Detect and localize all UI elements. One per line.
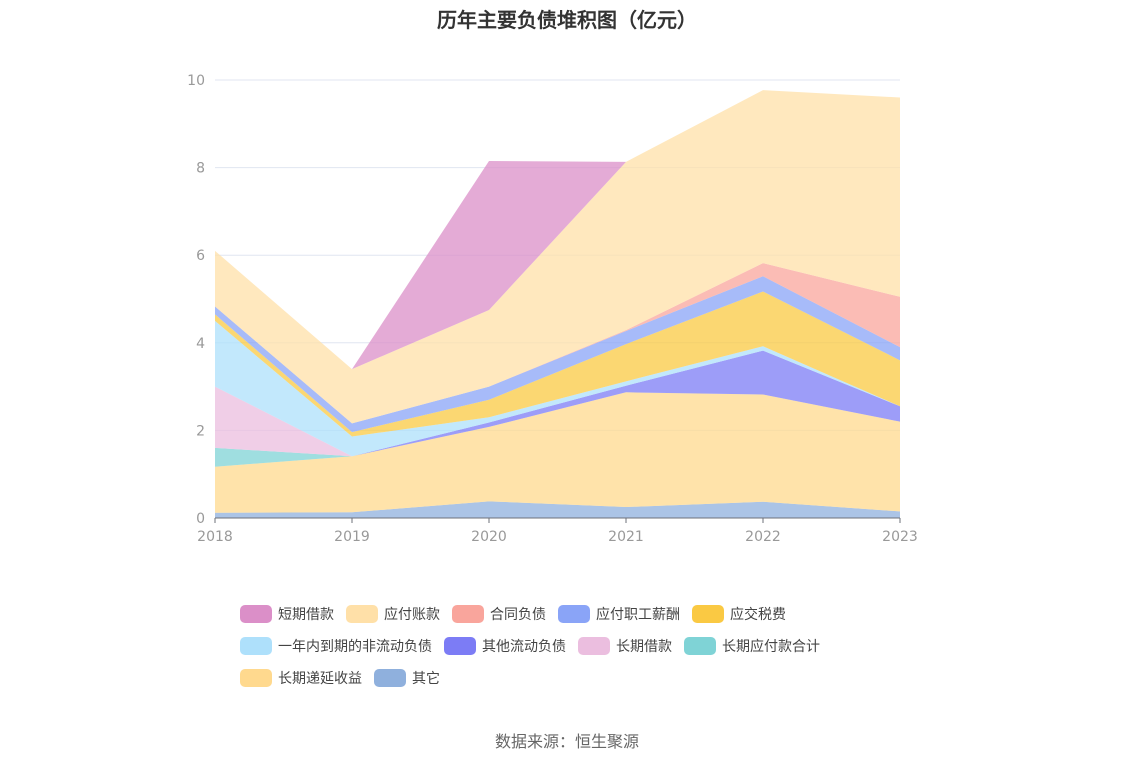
y-tick-label-0: 0 [196, 511, 205, 527]
area-series-6[interactable] [215, 291, 900, 437]
y-tick-label-2: 2 [196, 423, 205, 439]
legend-item[interactable]: 其它 [374, 668, 440, 688]
y-tick-label-4: 4 [196, 336, 205, 352]
legend-swatch [692, 605, 724, 623]
legend-label: 应交税费 [730, 607, 786, 623]
chart-title: 历年主要负债堆积图（亿元） [437, 8, 697, 32]
legend-row: 长期递延收益 其它 [240, 662, 940, 694]
legend-swatch [240, 637, 272, 655]
legend-item[interactable]: 长期借款 [578, 636, 672, 656]
legend-label: 长期借款 [616, 639, 672, 655]
legend-swatch [374, 669, 406, 687]
legend-label: 长期递延收益 [278, 671, 362, 687]
area-series-9[interactable] [215, 90, 900, 424]
legend-item[interactable]: 合同负债 [452, 604, 546, 624]
legend-swatch [452, 605, 484, 623]
legend-swatch [684, 637, 716, 655]
legend-swatch [240, 669, 272, 687]
legend-label: 应付账款 [384, 607, 440, 623]
data-source-note: 数据来源：恒生聚源 [494, 732, 639, 751]
area-series-2[interactable] [215, 392, 900, 467]
legend-swatch [346, 605, 378, 623]
stacked-area-chart: 0 2 4 6 8 10 2018 2019 2020 2021 2022 2023 [187, 73, 918, 545]
legend-label: 短期借款 [278, 607, 334, 623]
legend-label: 长期应付款合计 [722, 639, 820, 655]
legend-row: 短期借款 应付账款 合同负债 应付职工薪酬 应交税费 [240, 598, 940, 630]
legend-item[interactable]: 长期应付款合计 [684, 636, 820, 656]
x-tick-label-2020: 2020 [471, 529, 507, 545]
legend-label: 应付职工薪酬 [596, 607, 680, 623]
legend-swatch [444, 637, 476, 655]
legend-swatch [558, 605, 590, 623]
x-tick-label-2021: 2021 [608, 529, 644, 545]
legend-item[interactable]: 应交税费 [692, 604, 786, 624]
legend-row: 一年内到期的非流动负债 其他流动负债 长期借款 长期应付款合计 [240, 630, 940, 662]
legend-label: 一年内到期的非流动负债 [278, 639, 432, 655]
legend-item[interactable]: 应付职工薪酬 [558, 604, 680, 624]
area-series-1[interactable] [215, 392, 900, 513]
y-tick-label-8: 8 [196, 161, 205, 177]
legend-swatch [578, 637, 610, 655]
legend-item[interactable]: 长期递延收益 [240, 668, 362, 688]
legend-label: 其他流动负债 [482, 639, 566, 655]
legend-label: 合同负债 [490, 607, 546, 623]
area-series-3[interactable] [215, 386, 900, 457]
legend-item[interactable]: 短期借款 [240, 604, 334, 624]
y-tick-label-6: 6 [196, 248, 205, 264]
legend-swatch [240, 605, 272, 623]
x-tick-label-2023: 2023 [882, 529, 918, 545]
x-tick-label-2019: 2019 [334, 529, 370, 545]
area-series-10[interactable] [215, 90, 900, 370]
legend-item[interactable]: 一年内到期的非流动负债 [240, 636, 432, 656]
area-series-0[interactable] [215, 501, 900, 518]
chart-legend: 短期借款 应付账款 合同负债 应付职工薪酬 应交税费 一年内到期的非流动负债 其他流动负债长… [240, 598, 940, 694]
legend-label: 其它 [412, 671, 440, 687]
legend-item[interactable]: 其他流动负债 [444, 636, 566, 656]
x-tick-label-2022: 2022 [745, 529, 781, 545]
x-tick-label-2018: 2018 [197, 529, 233, 545]
area-series-4[interactable] [215, 350, 900, 457]
y-tick-label-10: 10 [187, 73, 205, 89]
legend-item[interactable]: 应付账款 [346, 604, 440, 624]
